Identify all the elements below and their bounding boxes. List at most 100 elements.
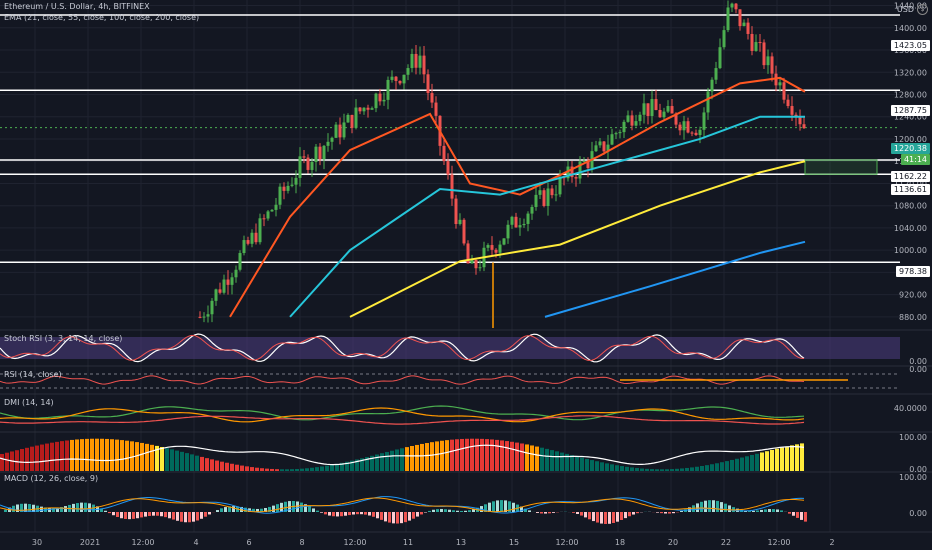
candle-body bbox=[638, 114, 642, 122]
osc-bar bbox=[200, 456, 204, 471]
macd-histogram-bar bbox=[256, 508, 259, 512]
candle-body bbox=[346, 114, 350, 123]
macd-histogram-bar bbox=[284, 501, 287, 512]
osc-bar bbox=[65, 440, 69, 471]
osc-bar bbox=[590, 460, 594, 471]
osc-bar bbox=[785, 446, 789, 471]
osc-bar bbox=[220, 461, 224, 471]
osc-bar bbox=[685, 467, 689, 471]
osc-bar bbox=[295, 468, 299, 471]
macd-histogram-bar bbox=[376, 512, 379, 519]
time-tick-label: 11 bbox=[403, 538, 413, 547]
osc-bar bbox=[730, 459, 734, 471]
osc-bar bbox=[405, 447, 409, 471]
osc-bar bbox=[515, 442, 519, 471]
candle-body bbox=[770, 56, 774, 74]
osc-tick-top: 100.00 bbox=[899, 433, 927, 442]
candle-body bbox=[558, 177, 562, 195]
candle-body bbox=[322, 145, 326, 160]
macd-histogram-bar bbox=[192, 512, 195, 522]
macd-histogram-bar bbox=[608, 512, 611, 524]
candle-body bbox=[326, 141, 330, 146]
osc-bar bbox=[195, 455, 199, 471]
macd-histogram-bar bbox=[548, 512, 551, 514]
time-tick-label: 8 bbox=[299, 538, 304, 547]
osc-bar bbox=[100, 438, 104, 471]
macd-histogram-bar bbox=[272, 505, 275, 512]
osc-bar bbox=[480, 438, 484, 471]
candle-body bbox=[426, 74, 430, 94]
time-tick-label: 2021 bbox=[80, 538, 100, 547]
macd-histogram-bar bbox=[28, 504, 31, 512]
osc-bar bbox=[635, 468, 639, 471]
osc-bar bbox=[250, 467, 254, 471]
osc-bar bbox=[235, 464, 239, 471]
osc-bar bbox=[460, 438, 464, 471]
ema-legend: EMA (21, close, 55, close, 100, close, 2… bbox=[4, 13, 200, 22]
osc-bar bbox=[640, 468, 644, 471]
macd-histogram-bar bbox=[464, 510, 467, 512]
macd-histogram-bar bbox=[588, 512, 591, 520]
osc-bar bbox=[225, 462, 229, 471]
macd-histogram-bar bbox=[392, 512, 395, 524]
macd-histogram-bar bbox=[80, 502, 83, 512]
osc-bar bbox=[330, 464, 334, 471]
macd-histogram-bar bbox=[160, 512, 163, 517]
osc-bar bbox=[210, 459, 214, 471]
candle-body bbox=[766, 56, 770, 66]
candle-body bbox=[630, 115, 634, 126]
osc-bar bbox=[450, 439, 454, 471]
osc-bar bbox=[205, 458, 209, 471]
candle-body bbox=[514, 216, 518, 228]
ema-21-line bbox=[229, 76, 806, 318]
candle-body bbox=[390, 76, 394, 80]
macd-histogram-bar bbox=[396, 512, 399, 524]
dmi-label: DMI (14, 14) bbox=[4, 398, 54, 407]
osc-bar bbox=[70, 439, 74, 471]
osc-bar bbox=[325, 465, 329, 471]
osc-bar bbox=[485, 439, 489, 471]
osc-bar bbox=[245, 466, 249, 471]
candle-body bbox=[434, 102, 438, 116]
stoch-rsi-label: Stoch RSI (3, 3, 14, 14, close) bbox=[4, 334, 123, 343]
candle-body bbox=[378, 93, 382, 102]
candle-body bbox=[358, 107, 362, 112]
candle-body bbox=[418, 55, 422, 68]
macd-histogram-bar bbox=[196, 512, 199, 521]
macd-histogram-bar bbox=[800, 512, 803, 520]
osc-bar bbox=[275, 469, 279, 471]
dmi-plus-line bbox=[0, 405, 805, 421]
time-tick-label: 20 bbox=[668, 538, 678, 547]
macd-histogram-bar bbox=[20, 503, 23, 512]
macd-histogram-bar bbox=[752, 510, 755, 512]
candle-body bbox=[774, 73, 778, 86]
candle-body bbox=[722, 30, 726, 48]
osc-bar bbox=[35, 445, 39, 471]
macd-histogram-bar bbox=[604, 512, 607, 524]
osc-bar bbox=[30, 446, 34, 471]
candle-body bbox=[310, 161, 314, 170]
candle-body bbox=[794, 114, 798, 117]
candle-body bbox=[318, 146, 322, 160]
macd-histogram-bar bbox=[76, 503, 79, 512]
level-tag-3: 1162.22 bbox=[890, 171, 930, 182]
candle-body bbox=[670, 106, 674, 114]
time-tick-label: 12:00 bbox=[131, 538, 154, 547]
osc-bar bbox=[110, 439, 114, 471]
candle-body bbox=[262, 218, 266, 220]
osc-bar bbox=[525, 444, 529, 471]
candle-body bbox=[706, 91, 710, 113]
osc-bar bbox=[695, 466, 699, 471]
macd-histogram-bar bbox=[368, 512, 371, 516]
candle-body bbox=[666, 106, 670, 112]
osc-bar bbox=[230, 463, 234, 471]
candle-body bbox=[302, 156, 306, 158]
level-tag-5: 978.38 bbox=[896, 266, 930, 277]
macd-histogram-bar bbox=[520, 506, 523, 512]
osc-bar bbox=[470, 438, 474, 471]
candle-body bbox=[298, 156, 302, 178]
osc-bar bbox=[40, 444, 44, 471]
osc-bar bbox=[280, 469, 284, 471]
osc-bar bbox=[665, 469, 669, 471]
